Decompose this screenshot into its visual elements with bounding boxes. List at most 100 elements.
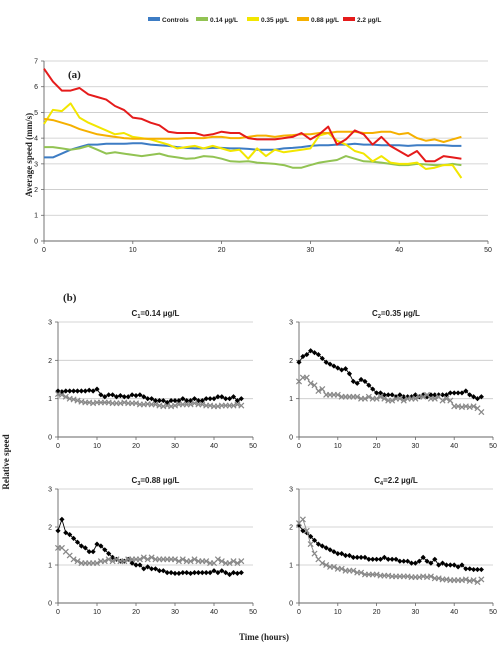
diamond-point — [327, 547, 333, 553]
cross-point — [101, 558, 108, 565]
diamond-point — [346, 371, 353, 377]
x-tick-label: 0 — [297, 609, 301, 616]
series-line-1 — [44, 144, 462, 169]
cross-point — [354, 393, 361, 400]
cross-point — [70, 556, 77, 563]
legend-swatch-3 — [297, 17, 309, 21]
y-tick-label: 5 — [34, 110, 38, 117]
diamond-point — [160, 568, 166, 574]
legend-swatch-0 — [148, 17, 160, 21]
diamond-point — [366, 382, 372, 388]
y-tick-label: 4 — [34, 136, 38, 143]
panel-a-average-speed: 0 1 2 3 4 5 6 7 0 10 20 30 40 50 — [34, 58, 492, 254]
diamond-point — [110, 392, 116, 398]
cross-point — [299, 516, 306, 523]
cross-point — [427, 573, 434, 580]
y-tick-label: 3 — [48, 486, 52, 493]
diamond-point — [55, 528, 61, 534]
y-tick-label: 3 — [289, 319, 293, 326]
cross-point — [319, 560, 326, 567]
y-tick-label: 0 — [48, 434, 52, 441]
diamond-point — [230, 570, 237, 576]
x-tick-label: 50 — [489, 609, 497, 616]
diamond-point — [215, 570, 221, 576]
diamond-point — [311, 537, 318, 543]
diamond-point — [412, 392, 418, 398]
diamond-point — [339, 367, 345, 373]
series-line-1 — [298, 518, 482, 583]
diamond-point — [238, 570, 244, 576]
diamond-point — [428, 560, 434, 566]
cross-point — [396, 395, 403, 402]
cross-point — [179, 556, 186, 563]
y-tick-label: 3 — [289, 486, 293, 493]
x-tick-label: 10 — [129, 247, 137, 254]
diamond-point — [184, 570, 190, 576]
diamond-point — [215, 394, 221, 400]
diamond-point — [463, 566, 469, 572]
y-tick-label: 0 — [48, 600, 52, 607]
diamond-point — [362, 378, 368, 385]
diamond-point — [323, 359, 329, 365]
diamond-point — [377, 390, 384, 396]
diamond-point — [199, 570, 205, 576]
cross-point — [381, 395, 388, 402]
diamond-point — [63, 530, 69, 536]
cross-point — [470, 403, 477, 410]
diamond-point — [311, 350, 318, 356]
diamond-point — [137, 392, 143, 398]
x-tick-label: 10 — [334, 609, 342, 616]
diamond-point — [133, 562, 139, 568]
diamond-point — [401, 558, 407, 564]
diamond-point — [346, 552, 353, 559]
diamond-point — [467, 392, 473, 398]
diamond-point — [300, 353, 306, 360]
diamond-point — [471, 566, 477, 573]
diamond-point — [149, 566, 155, 572]
y-tick-label: 0 — [34, 238, 38, 245]
diamond-point — [67, 388, 73, 394]
diamond-point — [223, 396, 229, 402]
y-tick-label: 2 — [48, 358, 52, 365]
diamond-point — [374, 556, 380, 562]
x-tick-label: 30 — [307, 247, 315, 254]
diamond-point — [436, 562, 442, 568]
diamond-point — [389, 556, 395, 562]
x-tick-label: 30 — [412, 443, 420, 450]
cross-point — [62, 393, 69, 400]
cross-point — [474, 579, 481, 586]
cross-point — [136, 556, 143, 563]
diamond-point — [234, 397, 240, 404]
diamond-point — [443, 392, 450, 398]
cross-point — [234, 560, 241, 567]
diamond-point — [106, 392, 112, 398]
diamond-point — [156, 568, 162, 574]
series-line-2 — [43, 102, 463, 179]
diamond-point — [78, 388, 84, 394]
cross-point — [171, 556, 179, 563]
x-tick-label: 40 — [395, 247, 403, 254]
diamond-point — [238, 396, 244, 402]
diamond-point — [172, 570, 178, 576]
cross-point — [187, 558, 194, 565]
diamond-point — [207, 570, 213, 576]
cross-point — [470, 577, 477, 584]
cross-point — [330, 563, 337, 570]
diamond-point — [339, 551, 345, 557]
y-tick-label: 2 — [289, 358, 293, 365]
diamond-point — [342, 366, 349, 372]
diamond-point — [327, 361, 333, 367]
cross-point — [121, 558, 128, 565]
diamond-point — [455, 390, 461, 396]
diamond-point — [319, 543, 325, 549]
diamond-point — [211, 396, 217, 402]
cross-point — [412, 395, 419, 402]
cross-point — [113, 556, 120, 563]
diamond-point — [203, 396, 209, 402]
cross-point — [447, 397, 454, 404]
diamond-point — [370, 556, 376, 562]
diamond-point — [98, 392, 104, 398]
diamond-point — [219, 568, 225, 574]
